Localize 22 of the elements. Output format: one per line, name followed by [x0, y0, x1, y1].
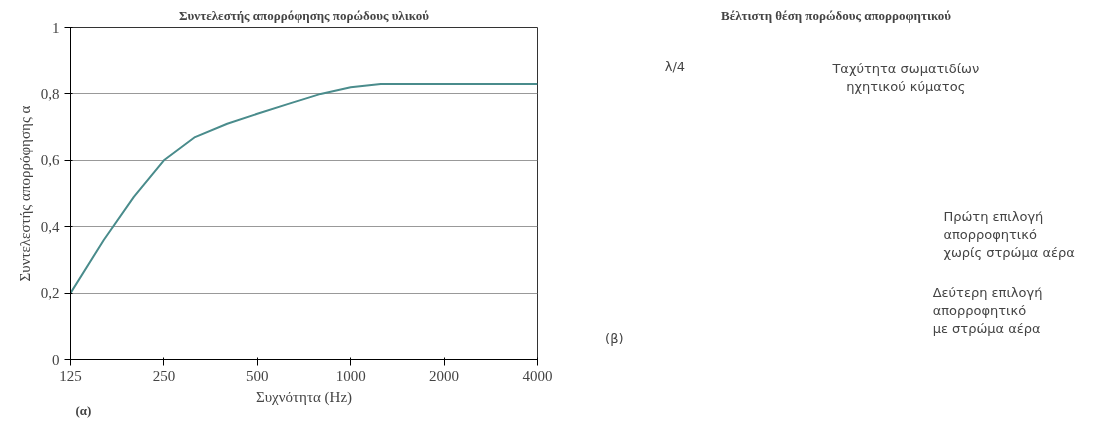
text: λ/4 [664, 58, 686, 74]
text: Ταχύτητα σωματιδίων ηχητικού κύματος [831, 60, 980, 94]
y-tick-label: 0 [52, 351, 60, 368]
x-tick-label: 500 [246, 367, 269, 384]
x-tick-label: 250 [152, 367, 176, 384]
y-tick-label: 0,8 [40, 85, 60, 102]
y-tick-label: 0,6 [40, 152, 60, 169]
x-tick-label: 4000 [522, 367, 553, 384]
text: (β) [605, 331, 624, 347]
x-tick-label: 125 [59, 367, 82, 384]
x-tick-label: 1000 [335, 367, 366, 384]
y-tick-label: 1 [52, 19, 60, 36]
chart-title: Συντελεστής απορρόφησης πορώδους υλικού [179, 7, 430, 23]
text: Πρώτη επιλογή απορροφητικό χωρίς στρώμα αέρα [943, 208, 1075, 260]
text: Δεύτερη επιλογή απορροφητικό με στρώμα αέρα [932, 285, 1043, 337]
x-axis-title: Συχνότητα (Hz) [255, 388, 353, 406]
y-axis-title: Συντελεστής απορρόφησης α [16, 105, 33, 282]
text: Βέλτιστη θέση πορώδους απορροφητικού [720, 7, 952, 23]
y-tick-label: 0,4 [40, 218, 60, 235]
x-tick-label: 2000 [429, 367, 460, 384]
y-tick-label: 0,2 [40, 285, 60, 302]
text: (α) [75, 402, 92, 418]
